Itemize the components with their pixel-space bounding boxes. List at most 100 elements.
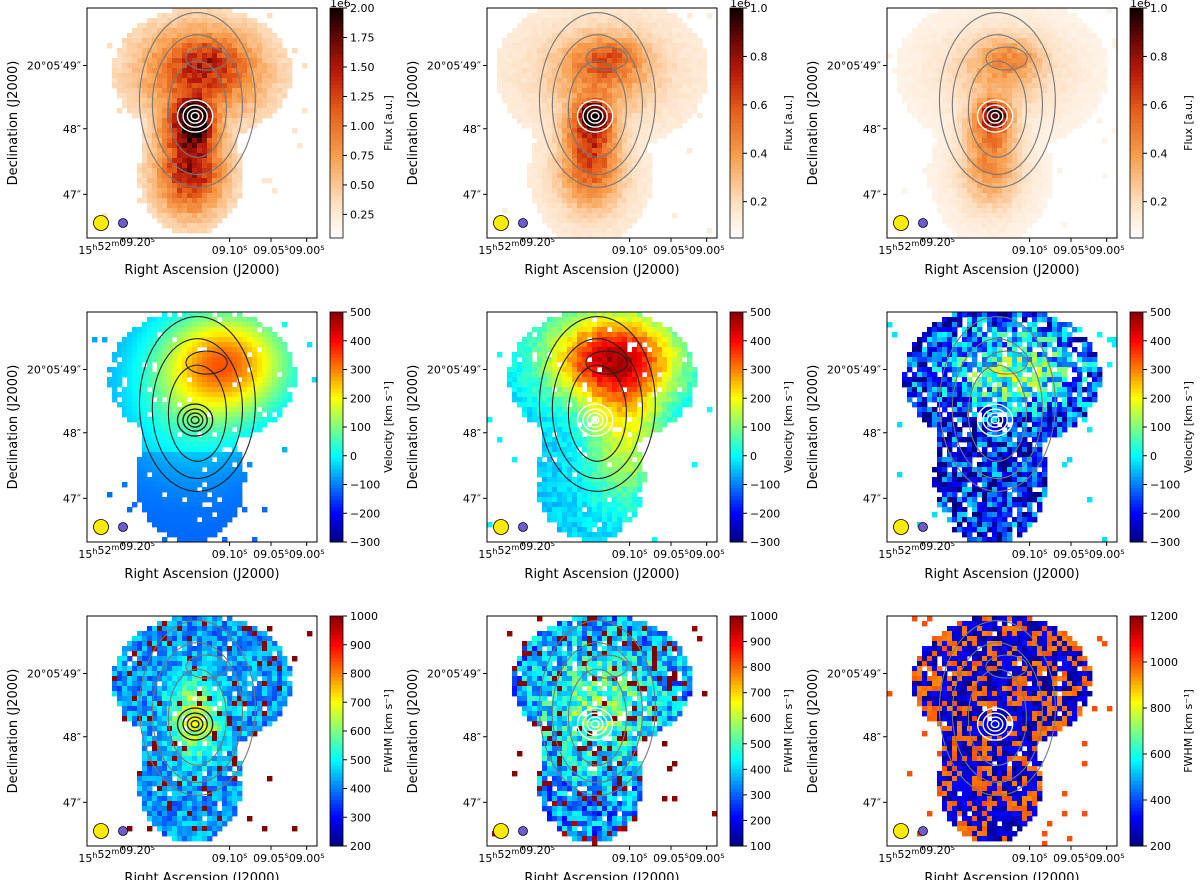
y-tick-label: 47″ [463,796,481,809]
colorbar-label: Flux [a.u.] [382,95,395,151]
colorbar-tick-label: 0.6 [1150,99,1168,112]
colorbar-tick-label: 300 [750,789,771,802]
colorbar-tick-label: 0.8 [750,50,768,63]
x-axis-label: Right Ascension (J2000) [124,871,279,880]
y-tick-label: 20°05′49″ [427,668,481,681]
panel-fwhm-1: 20°05′49″ 48″ 47″ Declination (J2000) 15h52m… [6,610,395,880]
beam-large-marker [893,519,909,535]
axes-frame [886,7,1118,239]
x-tick-label: 09.00s [689,851,725,865]
colorbar-tick-label: 200 [350,840,371,853]
colorbar-tick-label: 400 [750,335,771,348]
colorbar-tick-label: 300 [750,364,771,377]
colorbar-tick-label: −300 [350,536,380,549]
colorbar-tick-label: −200 [1150,507,1180,520]
colorbar-tick-label: 100 [750,840,771,853]
axes-frame [86,7,318,239]
colorbar-tick-label: 800 [750,661,771,674]
y-tick-label: 47″ [863,492,881,505]
x-tick-label-first: 15h52m09.20s [78,539,155,561]
y-tick-label: 47″ [463,492,481,505]
y-tick-label: 48″ [63,427,81,440]
contours-fwhm-1 [138,620,256,796]
colorbar-multiplier: 1e6 [730,0,751,10]
y-tick-label: 48″ [63,731,81,744]
x-tick-label-first: 15h52m09.20s [878,539,955,561]
x-tick-label: 09.00s [289,243,325,257]
beam-large-marker [93,519,109,535]
x-axis-label: Right Ascension (J2000) [124,567,279,582]
x-axis-label: Right Ascension (J2000) [524,263,679,278]
x-axis-label: Right Ascension (J2000) [124,263,279,278]
colorbar-tick-label: 800 [350,668,371,681]
colorbar-tick-label: −200 [750,507,780,520]
y-tick-label: 47″ [63,492,81,505]
y-axis-label: Declination (J2000) [806,365,821,490]
colorbar-tick-label: 500 [1150,306,1171,319]
beam-small-marker [518,826,528,836]
colorbar-tick-label: 600 [750,712,771,725]
colorbar-tick-label: 1.25 [350,90,375,103]
beam-large-marker [93,215,109,231]
axes-frame [886,615,1118,847]
x-tick-label-first: 15h52m09.20s [478,235,555,257]
x-tick-label: 09.05s [653,547,689,561]
x-tick-label: 09.00s [689,547,725,561]
y-tick-label: 20°05′49″ [27,60,81,73]
colorbar-tick-label: 700 [350,696,371,709]
y-tick-label: 47″ [63,796,81,809]
colorbar-tick-label: 1200 [1150,610,1178,623]
x-tick-label: 09.05s [653,851,689,865]
y-axis-label: Declination (J2000) [406,61,421,186]
map-pixels-flux-1 [102,8,308,234]
x-tick-label: 09.05s [1053,547,1089,561]
colorbar-tick-label: 1000 [350,610,378,623]
panel-velocity-3: 20°05′49″ 48″ 47″ Declination (J2000) 15h52m… [806,306,1195,582]
colorbar-tick-label: 200 [350,392,371,405]
contours-flux-2 [538,12,656,188]
map-pixels-velocity-3 [887,312,1117,542]
colorbar-tick-label: 1.75 [350,31,375,44]
colorbar-tick-label: −100 [350,479,380,492]
x-tick-label: 09.00s [1089,547,1125,561]
x-tick-label: 09.10s [212,851,248,865]
y-tick-label: 48″ [863,427,881,440]
panel-flux-2: 20°05′49″ 48″ 47″ Declination (J2000) 15h52m… [406,0,795,278]
map-pixels-fwhm-3 [887,616,1113,846]
beam-small-marker [518,522,528,532]
colorbar-tick-label: 600 [350,725,371,738]
colorbar-tick-label: 500 [750,306,771,319]
beam-small-marker [918,522,928,532]
y-axis-label: Declination (J2000) [806,61,821,186]
colorbar-tick-label: 0 [1150,450,1157,463]
colorbar-tick-label: 1.50 [350,61,375,74]
y-tick-label: 47″ [463,188,481,201]
y-tick-label: 48″ [863,731,881,744]
panel-fwhm-2: 20°05′49″ 48″ 47″ Declination (J2000) 15h52m… [406,610,795,880]
beam-small-marker [918,826,928,836]
colorbar-tick-label: −100 [750,479,780,492]
x-tick-label: 09.10s [612,851,648,865]
beam-small-marker [118,522,128,532]
colorbar-tick-label: 500 [350,754,371,767]
panel-velocity-1: 20°05′49″ 48″ 47″ Declination (J2000) 15h52m… [6,306,395,582]
colorbar-tick-label: 1.00 [350,120,375,133]
x-tick-label: 09.10s [612,243,648,257]
colorbar-multiplier: 1e6 [1130,0,1151,10]
y-axis-label: Declination (J2000) [806,669,821,794]
x-tick-label-first: 15h52m09.20s [878,843,955,865]
colorbar-tick-label: 1.0 [1150,2,1168,15]
colorbar-velocity-1: 500 400 300 200 100 0 −100 −200 −300 Velocity [km… [329,306,395,549]
x-tick-label: 09.10s [1012,547,1048,561]
beam-large-marker [893,823,909,839]
colorbar-tick-label: 200 [1150,840,1171,853]
x-tick-label: 09.10s [212,243,248,257]
colorbar-tick-label: 2.00 [350,2,375,15]
y-tick-label: 47″ [63,188,81,201]
contours-velocity-1 [138,316,256,492]
axes-frame [86,311,318,543]
y-tick-label: 47″ [863,796,881,809]
colorbar-tick-label: 400 [1150,335,1171,348]
colorbar-tick-label: 200 [750,814,771,827]
